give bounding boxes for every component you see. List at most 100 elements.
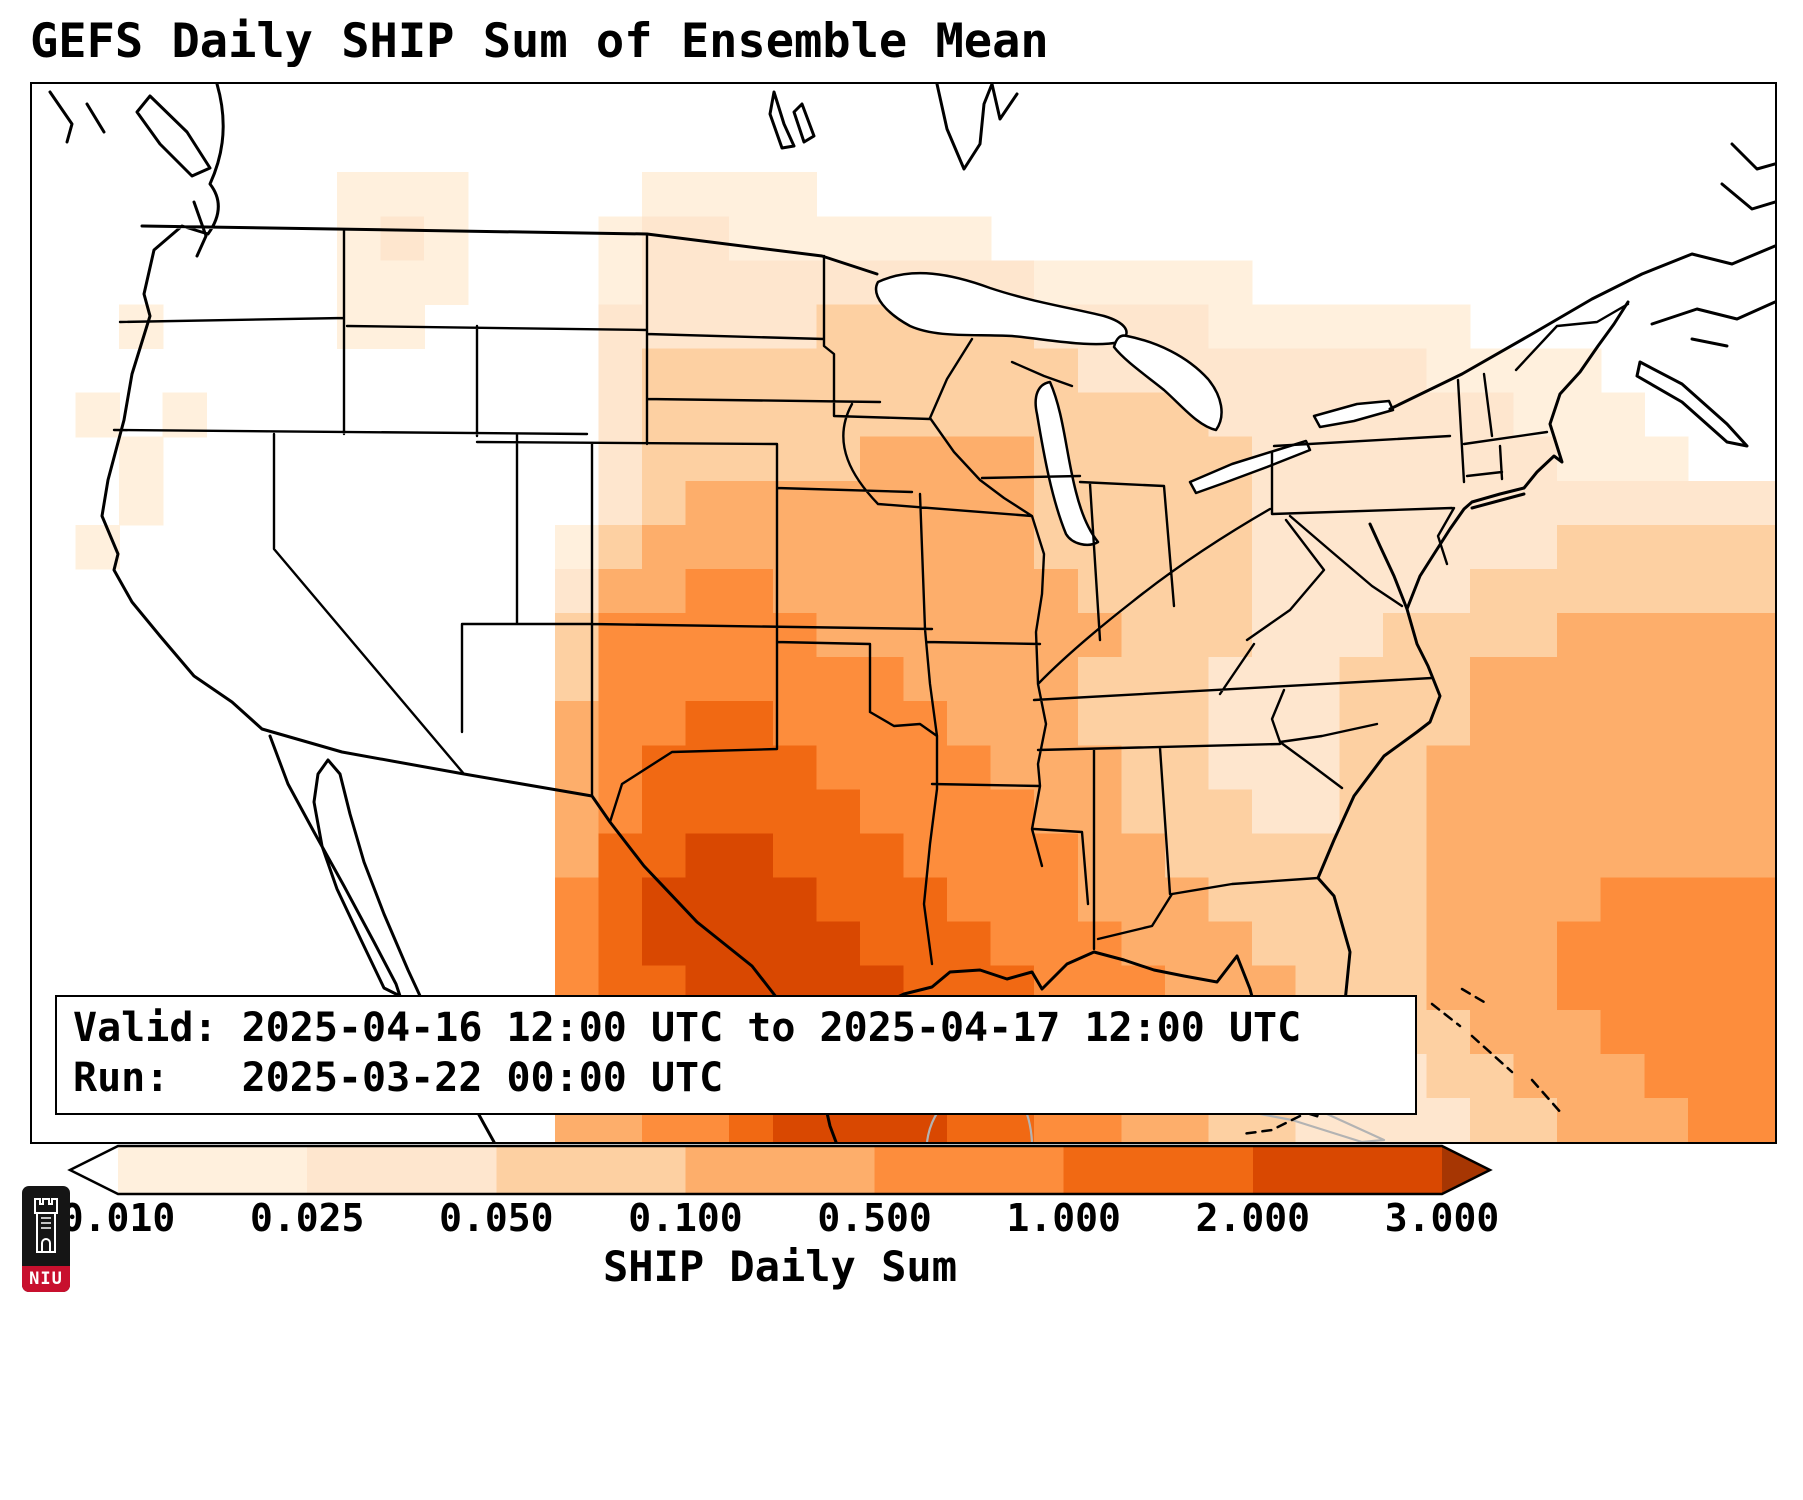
figure-title: GEFS Daily SHIP Sum of Ensemble Mean [30,14,1049,69]
heat-cell [1382,524,1427,570]
heat-cell [903,657,948,702]
heat-cell [424,260,469,305]
heat-cell [119,480,164,526]
lake-huron [1112,334,1223,432]
heat-cell [1426,304,1471,350]
colorbar-tick-label: 0.025 [249,1196,365,1240]
heat-cell [947,613,992,658]
heat-cell [1252,657,1297,702]
heat-cell [816,833,861,879]
heat-cell [642,304,687,350]
heat-cell [1513,568,1558,614]
heat-cell [729,877,774,923]
heat-cell [1382,436,1427,482]
heat-cell [642,701,687,746]
heat-cell [1252,745,1297,790]
heat-cell [1295,877,1340,923]
heat-cell [1557,833,1602,879]
heat-cell [816,613,861,658]
heat-cell [1121,480,1166,526]
heat-cell [1339,436,1384,482]
heat-cell [1687,657,1733,702]
heat-cell [1687,965,1733,1011]
heat-cell [1295,480,1340,526]
heat-cell [772,348,817,394]
heat-cell [772,392,817,438]
heat-cell [1034,745,1079,790]
heat-cell [1557,657,1602,702]
heat-cell [1077,921,1122,967]
heat-cell [816,921,861,967]
heat-cell [642,480,687,526]
heat-cell [1382,304,1427,350]
heat-cell [772,701,817,746]
heat-cell [1513,745,1558,790]
heat-cell [1513,1053,1558,1099]
heat-cell [1034,260,1079,305]
heat-cell [903,701,948,746]
heat-cell [729,260,774,305]
heat-cell [1557,436,1602,482]
heat-cell [1208,745,1253,790]
heat-cell [1252,921,1297,967]
heat-cell [903,480,948,526]
heat-cell [1470,524,1515,570]
heat-cell [772,568,817,614]
heat-cell [1644,877,1689,923]
heat-cell [1165,877,1210,923]
heat-cell [598,877,643,923]
heat-cell [1165,260,1210,305]
heat-cell [1600,1097,1645,1142]
heat-cell [1382,921,1427,967]
heat-cell [729,348,774,394]
heat-cell [1208,833,1253,879]
heat-cell [1731,1053,1775,1099]
heat-cell [816,568,861,614]
heat-cell [729,568,774,614]
heat-cell [990,877,1035,923]
heat-cell [1644,789,1689,834]
heat-cell [1252,877,1297,923]
heat-cell [1644,1009,1689,1055]
heat-cell [1339,480,1384,526]
heat-cell [598,480,643,526]
heat-cell [1513,1097,1558,1142]
heat-cell [1600,877,1645,923]
map-panel [30,82,1777,1144]
heat-cell [903,921,948,967]
heat-cell [772,789,817,834]
heat-cell [1513,701,1558,746]
heat-cell [1557,877,1602,923]
heat-cell [903,436,948,482]
heat-cell [1470,833,1515,879]
heat-cell [1339,304,1384,350]
heat-cell [1600,657,1645,702]
colorbar-tick-label: 0.050 [439,1196,554,1240]
heat-cell [903,524,948,570]
heat-cell [642,921,687,967]
colorbar-segment [1252,1146,1443,1194]
heat-cell [990,613,1035,658]
heat-cell [1687,789,1733,834]
heat-cell [1295,745,1340,790]
heat-cell [1687,480,1733,526]
heat-cell [772,436,817,482]
heat-cell [1470,1053,1515,1099]
heat-cell [903,833,948,879]
heat-cell [1121,260,1166,305]
heat-cell [1644,480,1689,526]
heat-cell [947,701,992,746]
heat-cell [947,392,992,438]
heat-cell [642,568,687,614]
heat-cell [1687,524,1733,570]
heat-cell [1600,833,1645,879]
heat-cell [1470,789,1515,834]
heat-cell [1470,701,1515,746]
niu-logo: NIU [22,1186,70,1292]
heat-cell [1731,745,1775,790]
heat-cell [729,701,774,746]
colorbar-segment [685,1146,876,1194]
heat-cell [598,789,643,834]
heat-cell [1513,524,1558,570]
heat-cell [424,216,469,261]
